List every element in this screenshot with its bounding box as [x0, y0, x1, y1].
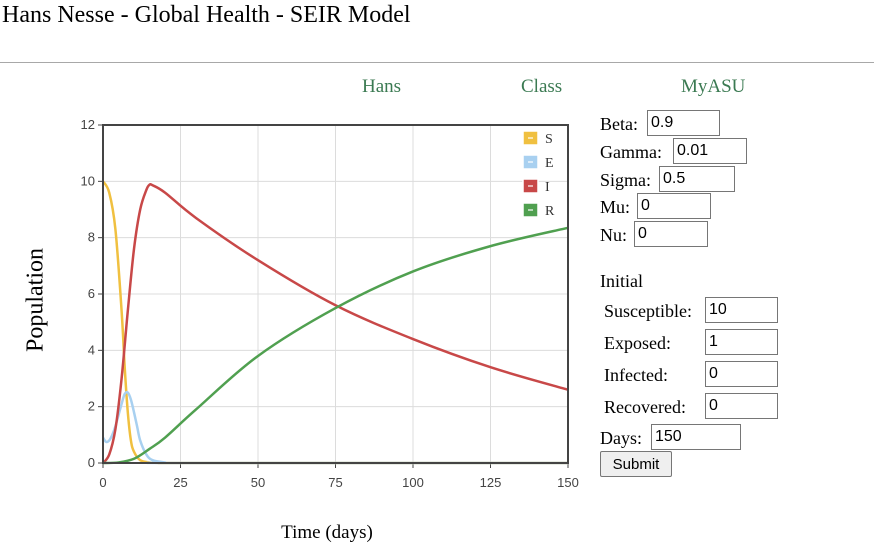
y-tick-label: 0	[88, 455, 95, 470]
recovered-label: Recovered:	[604, 397, 686, 417]
gamma-label: Gamma:	[600, 142, 662, 162]
beta-input[interactable]	[647, 110, 720, 136]
nav-link-hans[interactable]: Hans	[362, 76, 402, 97]
y-tick-label: 12	[81, 117, 95, 132]
y-tick-label: 4	[88, 342, 95, 357]
x-tick-label: 125	[480, 475, 502, 490]
legend-label-s: S	[545, 132, 553, 147]
days-row: Days:	[600, 424, 741, 450]
gamma-row: Gamma:	[600, 138, 747, 164]
page-title: Hans Nesse - Global Health - SEIR Model	[2, 2, 411, 28]
exposed-input[interactable]	[705, 329, 778, 355]
x-tick-label: 0	[99, 475, 106, 490]
susceptible-row: Susceptible:	[604, 297, 778, 323]
y-tick-label: 6	[88, 286, 95, 301]
exposed-label: Exposed:	[604, 333, 671, 353]
recovered-input[interactable]	[705, 393, 778, 419]
recovered-row: Recovered:	[604, 393, 778, 419]
susceptible-input[interactable]	[705, 297, 778, 323]
sigma-row: Sigma:	[600, 166, 735, 192]
infected-row: Infected:	[604, 361, 778, 387]
nav-link-class[interactable]: Class	[521, 76, 563, 97]
exposed-row: Exposed:	[604, 329, 778, 355]
nu-input[interactable]	[634, 221, 708, 247]
beta-label: Beta:	[600, 114, 638, 134]
days-label: Days:	[600, 428, 642, 448]
nu-row: Nu:	[600, 221, 708, 247]
sigma-label: Sigma:	[600, 170, 652, 190]
x-tick-label: 50	[251, 475, 265, 490]
nu-label: Nu:	[600, 225, 627, 245]
submit-button[interactable]: Submit	[600, 451, 672, 477]
mu-input[interactable]	[637, 193, 711, 219]
x-tick-label: 100	[402, 475, 424, 490]
legend-label-r: R	[545, 204, 555, 219]
x-tick-label: 75	[328, 475, 342, 490]
x-axis-label: Time (days)	[281, 522, 373, 543]
legend-label-e: E	[545, 156, 554, 171]
y-tick-label: 8	[88, 230, 95, 245]
plot-frame	[102, 124, 569, 464]
legend-label-i: I	[545, 180, 550, 195]
x-tick-label: 25	[173, 475, 187, 490]
days-input[interactable]	[651, 424, 741, 450]
header-divider	[0, 62, 874, 63]
y-tick-label: 10	[81, 173, 95, 188]
susceptible-label: Susceptible:	[604, 301, 692, 321]
infected-input[interactable]	[705, 361, 778, 387]
series-line-i	[101, 182, 569, 464]
gamma-input[interactable]	[673, 138, 747, 164]
x-tick-label: 150	[557, 475, 579, 490]
y-tick-label: 2	[88, 399, 95, 414]
mu-row: Mu:	[600, 193, 711, 219]
mu-label: Mu:	[600, 197, 631, 217]
series-line-r	[102, 226, 569, 465]
infected-label: Infected:	[604, 365, 668, 385]
beta-row: Beta:	[600, 110, 720, 136]
sigma-input[interactable]	[659, 166, 735, 192]
y-axis-label: Population	[22, 247, 49, 353]
initial-heading: Initial	[600, 271, 643, 291]
seir-chart: 0 25 50 75 100 125 150 0 2 4 6 8 10 12 SEIR	[81, 117, 579, 490]
nav-link-myasu[interactable]: MyASU	[681, 76, 746, 97]
